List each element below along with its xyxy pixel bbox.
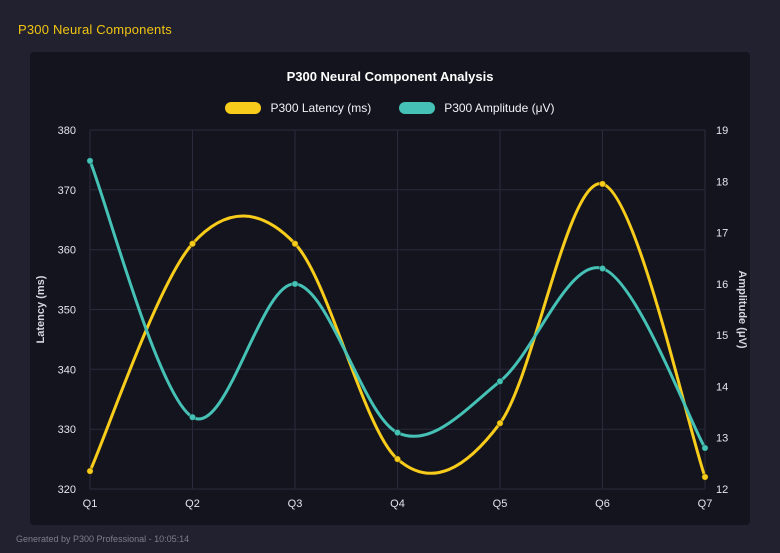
data-point[interactable]	[393, 428, 402, 437]
right-axis-title: Amplitude (μV)	[736, 270, 748, 349]
page-title: P300 Neural Components	[18, 22, 172, 37]
data-point[interactable]	[291, 240, 299, 248]
right-axis-tick-label: 12	[716, 484, 728, 496]
x-axis-tick-label: Q3	[288, 498, 303, 510]
data-point[interactable]	[701, 473, 709, 481]
right-axis-tick-label: 19	[716, 125, 728, 137]
left-axis-tick-label: 340	[58, 364, 76, 376]
right-axis-tick-label: 17	[716, 228, 728, 240]
chart-title: P300 Neural Component Analysis	[286, 69, 494, 84]
chart-legend: P300 Latency (ms) P300 Amplitude (μV)	[0, 101, 780, 115]
x-axis-tick-label: Q6	[595, 498, 610, 510]
legend-item-latency[interactable]: P300 Latency (ms)	[225, 101, 371, 115]
left-axis-tick-label: 350	[58, 305, 76, 317]
data-point[interactable]	[291, 280, 299, 288]
x-axis-tick-label: Q4	[390, 498, 405, 510]
x-axis-tick-label: Q2	[185, 498, 200, 510]
right-axis-tick-label: 15	[716, 330, 728, 342]
right-axis-tick-label: 13	[716, 433, 728, 445]
data-point[interactable]	[496, 419, 504, 427]
legend-item-amplitude[interactable]: P300 Amplitude (μV)	[399, 101, 555, 115]
x-axis-tick-label: Q1	[83, 498, 98, 510]
data-point[interactable]	[598, 180, 607, 188]
right-axis-tick-label: 16	[716, 279, 728, 291]
data-point[interactable]	[701, 444, 709, 452]
footer-text: Generated by P300 Professional - 10:05:1…	[16, 534, 190, 544]
data-point[interactable]	[188, 413, 197, 421]
data-point[interactable]	[496, 377, 504, 385]
left-axis-title: Latency (ms)	[35, 275, 47, 343]
chart-canvas: 320 330 340 350 360 370 380 12 13 14 15 16 17 18 19 Q1 Q…	[35, 125, 748, 510]
legend-swatch-latency-icon	[225, 102, 262, 114]
legend-label-latency: P300 Latency (ms)	[270, 101, 372, 115]
legend-label-amplitude: P300 Amplitude (μV)	[444, 101, 555, 115]
right-axis-tick-label: 14	[716, 381, 728, 393]
left-axis-tick-label: 370	[58, 185, 76, 197]
data-point[interactable]	[86, 157, 94, 165]
data-point[interactable]	[393, 455, 402, 463]
x-axis-tick-label: Q5	[493, 498, 508, 510]
data-point[interactable]	[598, 264, 607, 273]
right-axis-tick-label: 18	[716, 176, 728, 188]
data-point[interactable]	[188, 240, 197, 248]
left-axis-tick-label: 380	[58, 125, 76, 137]
data-point[interactable]	[86, 467, 94, 475]
left-axis-tick-label: 360	[58, 245, 76, 257]
left-axis-tick-label: 320	[58, 484, 76, 496]
legend-swatch-amplitude-icon	[399, 102, 436, 114]
x-axis-tick-label: Q7	[698, 498, 713, 510]
chart-panel	[30, 52, 750, 525]
left-axis-tick-label: 330	[58, 424, 76, 436]
